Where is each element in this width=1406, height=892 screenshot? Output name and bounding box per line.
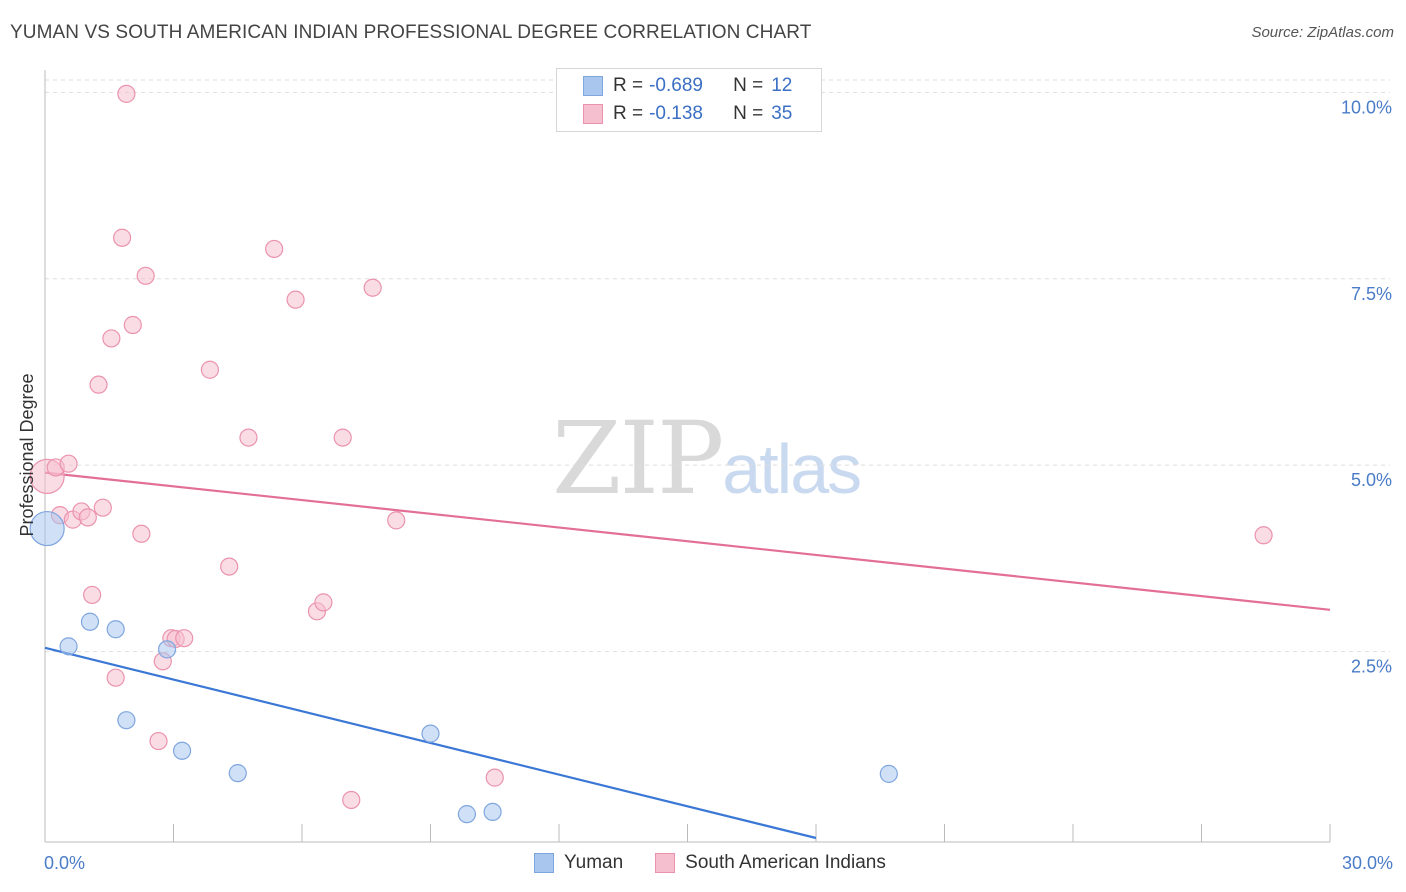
legend-n-value: 35 — [771, 103, 793, 124]
axis-labels: 2.5% 5.0% 7.5% 10.0% 0.0% 30.0% Professional D… — [17, 97, 1393, 873]
data-point — [286, 290, 305, 309]
data-point — [112, 228, 132, 247]
data-point — [59, 637, 78, 656]
legend-r-label: R = — [613, 75, 644, 96]
x-tick-label: 30.0% — [1342, 853, 1393, 873]
x-ticks — [173, 824, 1331, 842]
data-point — [117, 711, 136, 730]
data-point — [102, 329, 121, 348]
data-point — [117, 84, 136, 103]
y-tick-label: 7.5% — [1351, 284, 1392, 304]
data-point — [314, 593, 333, 612]
series-label-south-american-indians: South American Indians — [685, 852, 886, 873]
data-point — [879, 764, 898, 783]
series-legend-south-american-indians[interactable]: South American Indians — [655, 852, 886, 874]
data-point — [175, 629, 194, 648]
data-point — [106, 668, 125, 687]
data-points — [29, 84, 1273, 824]
series-legend-yuman[interactable]: Yuman — [534, 852, 623, 874]
data-point — [387, 511, 406, 530]
data-point — [172, 741, 192, 760]
watermark-atlas: atlas — [722, 430, 862, 508]
chart-title: YUMAN VS SOUTH AMERICAN INDIAN PROFESSIO… — [10, 22, 812, 43]
legend-r-label: R = — [613, 103, 644, 124]
data-point — [483, 802, 502, 822]
data-point — [265, 239, 284, 259]
legend-n-value: 12 — [771, 75, 793, 96]
data-point — [333, 428, 352, 447]
data-point — [457, 805, 477, 824]
legend-r-value: -0.689 — [649, 75, 703, 96]
y-tick-label: 10.0% — [1341, 97, 1392, 117]
data-point — [485, 768, 504, 787]
series-legend: Yuman South American Indians — [534, 852, 918, 874]
legend-n-label: N = — [733, 103, 764, 124]
legend-row-south-american-indians: R = -0.138 N = 35 — [557, 101, 792, 127]
data-point — [29, 510, 65, 547]
axes — [44, 70, 1330, 843]
watermark: ZIPatlas — [552, 400, 862, 517]
stats-legend: R = -0.689 N = 12 R = -0.138 N = 35 — [556, 68, 822, 132]
data-point — [342, 790, 361, 810]
data-point — [363, 278, 382, 297]
legend-r-value: -0.138 — [649, 103, 703, 124]
data-point — [228, 764, 247, 783]
data-point — [78, 508, 97, 527]
data-point — [136, 266, 155, 285]
data-point — [93, 498, 112, 517]
source-credit: Source: ZipAtlas.com — [1251, 24, 1394, 41]
data-point — [80, 612, 100, 631]
trend-line — [44, 646, 817, 840]
data-point — [89, 375, 108, 394]
y-tick-label: 5.0% — [1351, 470, 1392, 490]
legend-swatch-yuman — [583, 76, 603, 96]
data-point — [59, 454, 78, 473]
data-point — [220, 557, 239, 576]
legend-n-label: N = — [733, 75, 764, 96]
legend-swatch-south-american-indians — [583, 104, 603, 124]
series-swatch-south-american-indians — [655, 853, 676, 873]
data-point — [106, 620, 125, 639]
trend-line — [44, 471, 1331, 611]
gridlines — [45, 79, 1390, 653]
series-label-yuman: Yuman — [564, 852, 624, 873]
data-point — [239, 428, 258, 447]
y-axis-title: Professional Degree — [17, 373, 37, 536]
legend-row-yuman: R = -0.689 N = 12 — [557, 73, 792, 99]
data-point — [200, 360, 220, 379]
data-point — [1254, 526, 1273, 545]
data-point — [83, 585, 102, 605]
series-swatch-yuman — [534, 853, 554, 873]
data-point — [149, 731, 168, 751]
data-point — [157, 640, 177, 659]
x-tick-label: 0.0% — [44, 853, 85, 873]
y-tick-label: 2.5% — [1351, 657, 1392, 677]
data-point — [132, 524, 151, 543]
watermark-zip: ZIP — [552, 400, 724, 517]
data-point — [421, 724, 440, 743]
trend-lines — [44, 471, 1331, 840]
data-point — [123, 315, 142, 335]
